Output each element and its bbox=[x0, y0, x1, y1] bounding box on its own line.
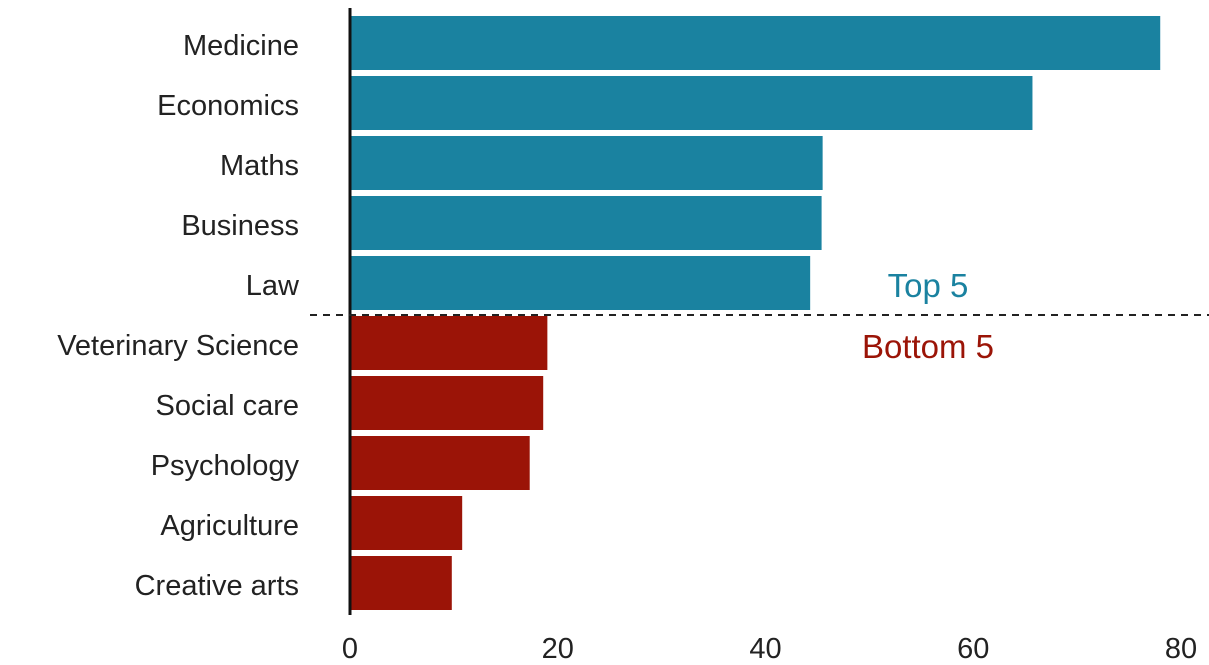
category-label: Business bbox=[181, 210, 299, 242]
bar-medicine bbox=[350, 16, 1161, 70]
bars-layer bbox=[350, 16, 1161, 610]
bar-economics bbox=[350, 76, 1033, 130]
category-label: Social care bbox=[156, 390, 299, 422]
x-axis-ticks: 0 20 40 60 80 bbox=[342, 633, 1197, 665]
category-label: Medicine bbox=[183, 30, 299, 62]
category-label: Veterinary Science bbox=[57, 330, 299, 362]
top-group-label: Top 5 bbox=[888, 267, 969, 304]
category-label: Maths bbox=[220, 150, 299, 182]
bar-law bbox=[350, 256, 811, 310]
category-label: Economics bbox=[157, 90, 299, 122]
x-tick-label: 20 bbox=[542, 633, 574, 665]
category-label: Psychology bbox=[151, 450, 300, 482]
bar-creative-arts bbox=[350, 556, 452, 610]
category-label: Creative arts bbox=[135, 570, 299, 602]
bar-maths bbox=[350, 136, 823, 190]
bar-veterinary-science bbox=[350, 316, 548, 370]
x-tick-label: 60 bbox=[957, 633, 989, 665]
category-labels: Medicine Economics Maths Business Law Veterin… bbox=[57, 30, 300, 602]
bar-agriculture bbox=[350, 496, 463, 550]
bar-social-care bbox=[350, 376, 544, 430]
x-tick-label: 80 bbox=[1165, 633, 1197, 665]
category-label: Agriculture bbox=[160, 510, 299, 542]
x-tick-label: 0 bbox=[342, 633, 358, 665]
bottom-group-label: Bottom 5 bbox=[862, 328, 994, 365]
bar-business bbox=[350, 196, 822, 250]
category-label: Law bbox=[246, 270, 300, 302]
bar-psychology bbox=[350, 436, 530, 490]
x-tick-label: 40 bbox=[749, 633, 781, 665]
